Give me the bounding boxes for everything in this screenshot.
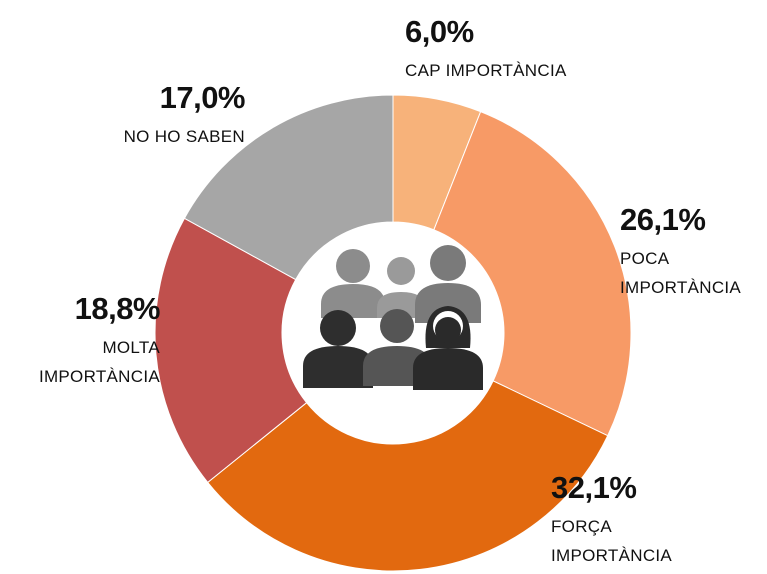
slice-label: 17,0% NO HO SABEN (40, 80, 246, 151)
value-label: 32,1% (551, 470, 637, 505)
donut-slice (433, 111, 632, 437)
donut-slice (207, 380, 609, 572)
people-icon (303, 245, 483, 390)
value-label: 17,0% (159, 80, 246, 115)
donut-slice (183, 94, 394, 281)
donut-slice (154, 217, 308, 484)
slice-label: 18,8% MOLTA IMPORTÀNCIA (0, 291, 161, 391)
category-label: CAP IMPORTÀNCIA (405, 61, 567, 80)
slice-label: 6,0% CAP IMPORTÀNCIA (405, 14, 635, 85)
value-label: 6,0% (405, 14, 474, 49)
category-label: FORÇA IMPORTÀNCIA (551, 517, 673, 565)
category-label: NO HO SABEN (123, 127, 245, 146)
value-label: 26,1% (620, 202, 706, 237)
slice-label: 26,1% POCA IMPORTÀNCIA (620, 202, 760, 302)
category-label: POCA IMPORTÀNCIA (620, 249, 742, 297)
value-label: 18,8% (74, 291, 161, 326)
slice-label: 32,1% FORÇA IMPORTÀNCIA (551, 470, 701, 570)
category-label: MOLTA IMPORTÀNCIA (38, 338, 160, 386)
